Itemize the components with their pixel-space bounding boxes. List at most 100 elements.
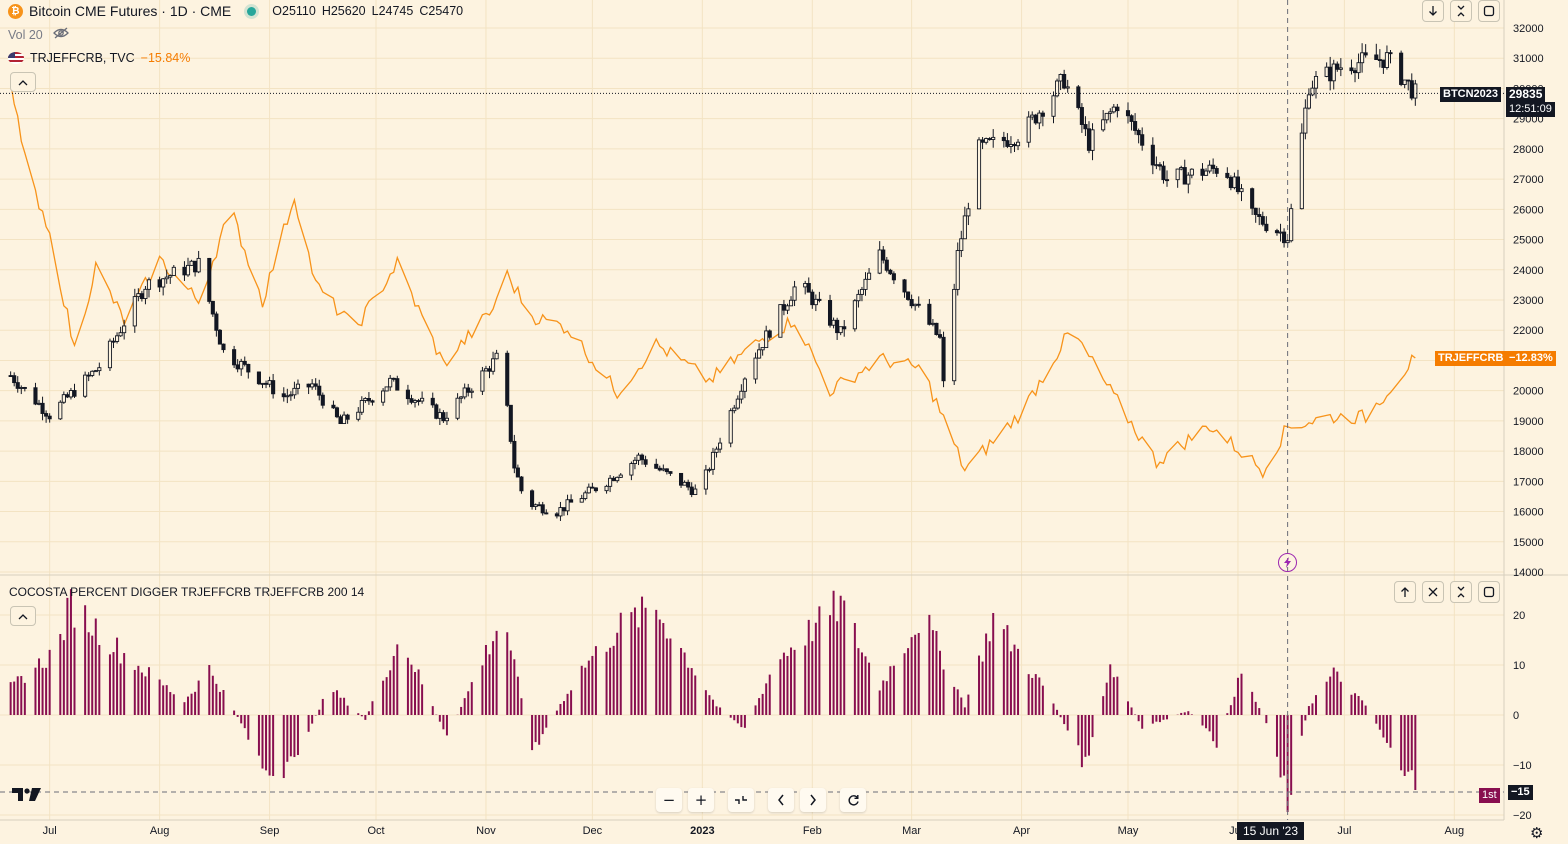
collapse-up-icon[interactable]	[10, 606, 36, 626]
candle-body	[19, 387, 24, 389]
candle-body	[1086, 128, 1092, 151]
price-tick-label: 32000	[1513, 23, 1544, 35]
candle-body	[217, 329, 222, 345]
candle-body	[1207, 164, 1212, 172]
candle-body	[611, 477, 616, 482]
candle-body	[434, 404, 439, 419]
candle-body	[515, 467, 520, 478]
ohlc-values: O25110 H25620 L24745 C25470	[272, 4, 469, 18]
collapse-up-icon[interactable]	[10, 72, 36, 92]
candle-body	[583, 492, 588, 499]
reset-zoom-icon[interactable]	[728, 788, 754, 812]
candle-body	[817, 298, 822, 301]
candle-body	[1058, 73, 1063, 82]
collapse-icon[interactable]	[1450, 581, 1472, 603]
candle-body	[757, 349, 762, 359]
volume-legend[interactable]: Vol 20	[8, 27, 69, 42]
zoom-in-icon[interactable]: +	[688, 788, 714, 812]
candle-body	[703, 469, 708, 490]
candle-body	[852, 300, 857, 330]
candle-body	[122, 325, 127, 334]
zoom-out-icon[interactable]: −	[656, 788, 682, 812]
countdown-tag: 12:51:09	[1506, 102, 1555, 117]
tradingview-logo-icon[interactable]	[12, 786, 42, 807]
candle-body	[930, 322, 935, 325]
maximize-icon[interactable]	[1478, 581, 1500, 603]
indicator-badge: 1st	[1479, 788, 1500, 803]
compare-symbol-tag: TRJEFFCRB	[1435, 351, 1507, 366]
candle-body	[1274, 230, 1280, 234]
candle-body	[987, 138, 992, 140]
refresh-icon[interactable]	[840, 788, 866, 812]
candle-body	[242, 360, 247, 365]
symbol-legend[interactable]: ₿ Bitcoin CME Futures · 1D · CME O25110 H…	[8, 3, 469, 19]
settings-icon[interactable]: ⚙	[1530, 824, 1544, 842]
scroll-right-icon[interactable]	[800, 788, 826, 812]
indicator-tick-label: 20	[1513, 610, 1525, 622]
candle-body	[1278, 231, 1283, 234]
lightning-icon[interactable]	[1278, 553, 1297, 572]
candle-body	[778, 304, 783, 338]
candle-body	[1040, 112, 1045, 117]
candle-body	[959, 238, 964, 252]
compare-legend[interactable]: TRJEFFCRB, TVC −15.84%	[8, 51, 190, 65]
symbol-title[interactable]: Bitcoin CME Futures · 1D · CME	[29, 3, 232, 19]
candle-body	[980, 139, 985, 143]
candle-body	[976, 139, 982, 210]
maximize-icon[interactable]	[1478, 0, 1500, 22]
candle-body	[409, 398, 414, 403]
scroll-left-icon[interactable]	[768, 788, 794, 812]
candle-body	[519, 476, 524, 492]
candle-body	[1175, 168, 1180, 181]
candle-body	[136, 293, 141, 298]
candle-body	[1062, 73, 1067, 89]
candle-body	[788, 299, 794, 307]
candle-body	[182, 266, 187, 276]
candle-body	[143, 288, 148, 299]
volume-label[interactable]: Vol 20	[8, 27, 43, 42]
compare-label[interactable]: TRJEFFCRB, TVC	[30, 51, 135, 65]
candle-body	[494, 352, 499, 360]
candle-body	[189, 260, 194, 266]
candle-body	[12, 375, 17, 384]
candle-body	[1104, 112, 1109, 121]
candle-body	[196, 257, 201, 273]
candle-body	[15, 382, 20, 389]
candle-body	[111, 340, 116, 343]
indicator-title[interactable]: COCOSTA PERCENT DIGGER TRJEFFCRB TRJEFFC…	[9, 585, 365, 599]
time-tick-label: 2023	[690, 825, 714, 837]
candle-body	[1374, 54, 1379, 60]
candle-body	[90, 370, 95, 376]
candle-body	[643, 459, 648, 465]
candle-body	[487, 368, 492, 372]
candle-body	[742, 378, 747, 392]
eye-off-icon[interactable]	[52, 27, 69, 42]
candle-body	[632, 459, 637, 465]
trjeffcrb-series	[9, 81, 1416, 480]
candle-body	[590, 486, 595, 489]
collapse-icon[interactable]	[1450, 0, 1472, 22]
candle-body	[1012, 144, 1017, 147]
candle-body	[210, 300, 215, 315]
candle-body	[381, 390, 386, 403]
close-icon[interactable]	[1422, 581, 1444, 603]
arrow-down-icon[interactable]	[1422, 0, 1444, 22]
candle-body	[639, 454, 645, 461]
candle-body	[459, 396, 464, 399]
candle-body	[1079, 107, 1084, 125]
candle-body	[115, 335, 120, 342]
candle-body	[1026, 116, 1031, 143]
candle-body	[455, 397, 460, 419]
candle-body	[47, 415, 52, 420]
arrow-up-icon[interactable]	[1394, 581, 1416, 603]
candle-body	[1090, 129, 1095, 151]
candle-body	[288, 394, 293, 397]
candle-body	[608, 477, 613, 487]
candle-body	[512, 440, 517, 469]
market-status-icon[interactable]	[247, 6, 257, 16]
price-tick-label: 19000	[1513, 416, 1544, 428]
candle-body	[161, 278, 166, 288]
candle-body	[1299, 132, 1304, 210]
candle-body	[615, 476, 620, 482]
